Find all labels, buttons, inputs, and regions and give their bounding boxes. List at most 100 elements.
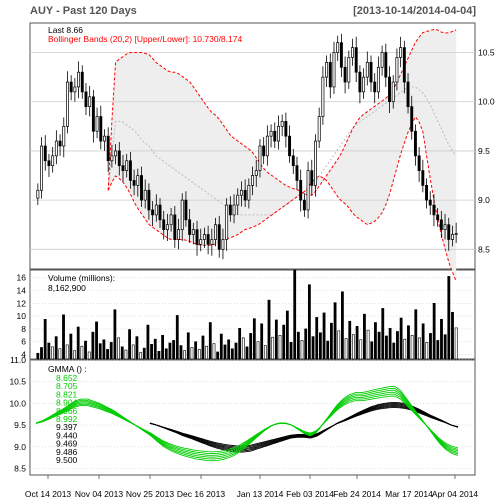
volume-bar (117, 337, 120, 360)
candle (243, 189, 247, 201)
candle (143, 189, 147, 201)
volume-bar (95, 321, 98, 360)
candle (110, 155, 114, 162)
candle (210, 239, 214, 245)
volume-bar (54, 336, 58, 360)
candle (239, 189, 243, 196)
candle (169, 214, 173, 226)
candle (336, 42, 340, 53)
volume-bar (164, 348, 168, 360)
volume-bar (304, 328, 308, 360)
price-tick-label: 8.5 (478, 244, 490, 254)
volume-bar (223, 344, 227, 360)
candle (247, 185, 251, 201)
volume-bar (47, 342, 51, 360)
candle (80, 71, 84, 93)
candle (388, 76, 391, 103)
candle (54, 140, 58, 157)
volume-bar (318, 332, 322, 360)
volume-bar (84, 340, 87, 360)
volume-bar (385, 335, 388, 360)
candle (69, 81, 73, 93)
gmma-short-line (35, 385, 459, 462)
candle (306, 170, 310, 211)
gmma-long-value: 9.486 (56, 447, 78, 457)
volume-bar (91, 331, 95, 360)
volume-bar (381, 308, 385, 360)
candle (236, 194, 240, 206)
volume-bar (168, 342, 172, 360)
volume-bar (454, 327, 458, 360)
volume-bar (40, 347, 43, 360)
volume-bar (341, 291, 344, 360)
gmma-short-value: 8.705 (56, 381, 78, 391)
candle (399, 47, 403, 58)
candle (165, 224, 169, 230)
price-tick-label: 10.0 (478, 97, 495, 107)
gmma-long-value: 9.469 (56, 439, 78, 449)
candle (225, 204, 229, 240)
candle (51, 155, 55, 167)
candle (117, 150, 121, 167)
candle (321, 76, 325, 117)
volume-bar (355, 326, 359, 360)
candle (177, 229, 180, 240)
volume-bar (51, 346, 54, 360)
volume-bar (263, 345, 267, 360)
volume-bar (337, 330, 341, 360)
y-axis-ticks: 8.5 9.0 9.5 10.0 10.5 4 6 8 10 12 14 16 8.5 9.0 9.5 10.… (9, 48, 494, 474)
candle (432, 204, 436, 216)
candle (328, 62, 332, 88)
volume-bar (436, 340, 440, 360)
candle (425, 185, 428, 201)
volume-bar (172, 340, 176, 360)
last-label: Last 8.66 (48, 25, 83, 35)
volume-bar (87, 351, 91, 360)
x-axis-ticks: Oct 14 2013 Nov 04 2013 Nov 25 2013 Dec 16 … (25, 475, 478, 499)
volume-bar (443, 334, 447, 360)
gmma-tick-label: 8.5 (14, 463, 26, 473)
candle (173, 214, 177, 240)
candle (43, 145, 47, 162)
volume-bar (216, 351, 220, 360)
candle (439, 219, 443, 230)
candle (376, 66, 380, 93)
gmma-tick-label: 9.0 (14, 442, 26, 452)
volume-bar (399, 317, 403, 360)
volume-bar (230, 348, 234, 360)
volume-bar (403, 338, 407, 360)
volume-bar (407, 325, 410, 360)
volume-bar (425, 342, 429, 360)
volume-bar (245, 346, 249, 360)
candle (365, 62, 369, 78)
price-tick-label: 9.5 (478, 146, 490, 156)
volume-bar (175, 315, 179, 360)
candle (343, 66, 347, 83)
volume-bar (256, 341, 260, 360)
candle (413, 130, 417, 157)
volume-bar (150, 343, 153, 360)
candle (295, 165, 299, 181)
gmma-short-value: 8.821 (56, 389, 78, 399)
volume-bar (377, 331, 381, 360)
candle (106, 135, 110, 162)
volume-bar (190, 347, 194, 360)
candle (114, 150, 118, 157)
candle (62, 125, 66, 147)
volume-bar (333, 302, 337, 360)
volume-value: 8,162,900 (48, 283, 86, 293)
volume-bar (62, 314, 65, 360)
x-tick-label: Dec 16 2013 (177, 489, 225, 499)
volume-bar (348, 320, 352, 360)
candle (443, 224, 447, 230)
volume-bar (322, 312, 326, 360)
volume-bar (300, 340, 304, 360)
candle (436, 214, 440, 221)
candle (450, 234, 454, 240)
volume-tick-label: 6 (21, 337, 26, 347)
volume-tick-label: 10 (17, 311, 27, 321)
volume-tick-label: 16 (17, 273, 27, 283)
volume-bar (183, 350, 187, 360)
chart-title: AUY - Past 120 Days (30, 5, 137, 17)
